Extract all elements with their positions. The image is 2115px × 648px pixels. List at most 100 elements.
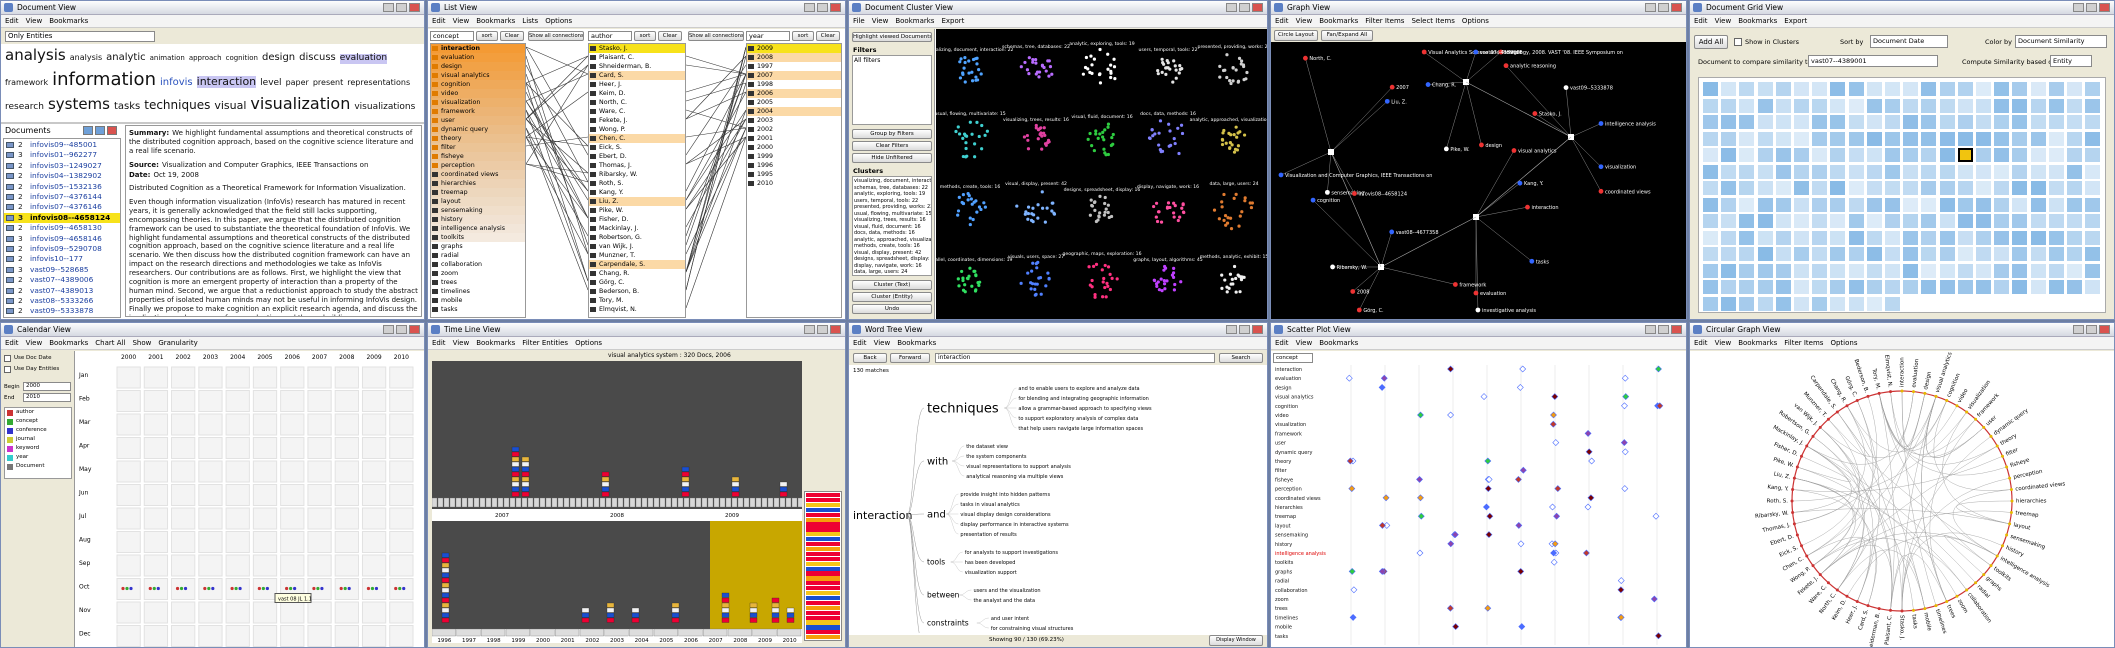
document-cell[interactable] — [1866, 247, 1882, 261]
document-cell[interactable] — [1703, 230, 1718, 245]
document-cell[interactable] — [1848, 214, 1864, 228]
entity-row[interactable]: 2005 — [747, 98, 841, 107]
document-row[interactable]: 2 infovis07--4376144 — [4, 192, 120, 202]
menu-item[interactable]: Bookmarks — [476, 17, 516, 25]
document-cell[interactable] — [1957, 214, 1973, 228]
document-cell[interactable] — [1957, 148, 1973, 162]
entity-row[interactable]: Tory, M. — [589, 296, 685, 305]
document-cell[interactable] — [1794, 296, 1809, 311]
menu-item[interactable]: Edit — [5, 17, 19, 25]
document-cell[interactable] — [1848, 296, 1864, 311]
document-cell[interactable] — [1939, 263, 1955, 278]
menu-item[interactable]: View — [873, 339, 891, 347]
document-cell[interactable] — [2012, 131, 2028, 146]
document-cell[interactable] — [1830, 115, 1846, 129]
document-cell[interactable] — [2085, 115, 2101, 129]
document-cell[interactable] — [1921, 82, 1937, 96]
document-cell[interactable] — [2067, 280, 2082, 294]
entity-row[interactable]: Bederson, B. — [589, 287, 685, 296]
document-cell[interactable] — [1848, 115, 1864, 129]
document-cell[interactable] — [1885, 214, 1900, 228]
document-cell[interactable] — [2012, 280, 2028, 294]
entity-row[interactable]: toolkits — [431, 233, 525, 242]
document-cell[interactable] — [1903, 230, 1919, 245]
cloud-word[interactable]: visualization — [250, 94, 351, 114]
menu-item[interactable]: Bookmarks — [1319, 339, 1359, 347]
document-cell[interactable] — [1830, 98, 1846, 113]
document-cell[interactable] — [1757, 296, 1773, 311]
document-cell[interactable] — [1921, 197, 1937, 212]
document-cell[interactable] — [1885, 131, 1900, 146]
document-cell[interactable] — [1939, 247, 1955, 261]
menu-item[interactable]: View — [1714, 17, 1732, 25]
document-cell[interactable] — [1812, 115, 1828, 129]
menu-item[interactable]: Options — [575, 339, 603, 347]
document-cell[interactable] — [1976, 164, 1991, 179]
document-cell[interactable] — [2048, 197, 2064, 212]
entity-row[interactable]: dynamic query — [431, 125, 525, 134]
entity-row[interactable]: Thomas, J. — [589, 161, 685, 170]
entity-row[interactable]: 2007 — [747, 71, 841, 80]
window-button[interactable] — [383, 325, 394, 334]
entity-row[interactable]: timelines — [431, 287, 525, 296]
document-cell[interactable] — [1976, 131, 1991, 146]
document-cell[interactable] — [2048, 280, 2064, 294]
window-button[interactable] — [1226, 3, 1237, 12]
cloud-word[interactable]: tasks — [113, 101, 141, 113]
cluster-item[interactable]: display, navigate, work: 16 — [854, 262, 922, 269]
document-cell[interactable] — [1812, 247, 1828, 261]
document-cell[interactable] — [2048, 164, 2064, 179]
document-cell[interactable] — [2030, 214, 2046, 228]
document-cell[interactable] — [1921, 214, 1937, 228]
button[interactable]: Hide Unfiltered — [852, 153, 932, 163]
document-cell[interactable] — [1775, 214, 1791, 228]
document-cell[interactable] — [1830, 164, 1846, 179]
document-cell[interactable] — [1921, 131, 1937, 146]
document-cell[interactable] — [1703, 164, 1718, 179]
document-cell[interactable] — [1739, 98, 1755, 113]
button[interactable]: Cluster (Entity) — [852, 292, 932, 302]
document-cell[interactable] — [1957, 280, 1973, 294]
cloud-word[interactable]: evaluation — [339, 53, 388, 64]
document-cell[interactable] — [2085, 214, 2101, 228]
entity-row[interactable]: visualization — [431, 98, 525, 107]
window-button[interactable] — [1645, 325, 1656, 334]
button[interactable]: Show all connections — [528, 31, 584, 41]
document-cell[interactable] — [1848, 82, 1864, 96]
document-cell[interactable] — [1885, 148, 1900, 162]
document-cell[interactable] — [1830, 197, 1846, 212]
document-cell[interactable] — [1812, 131, 1828, 146]
document-cell[interactable] — [1757, 98, 1773, 113]
document-cell[interactable] — [1903, 263, 1919, 278]
document-cell[interactable] — [1939, 230, 1955, 245]
document-cell[interactable] — [1848, 98, 1864, 113]
window-button[interactable] — [1252, 3, 1263, 12]
document-cell[interactable] — [2067, 148, 2082, 162]
document-cell[interactable] — [1812, 181, 1828, 195]
entity-row[interactable]: Plaisant, C. — [589, 53, 685, 62]
document-cell[interactable] — [1721, 148, 1737, 162]
menu-item[interactable]: Options — [545, 17, 573, 25]
document-cell[interactable] — [1866, 197, 1882, 212]
document-cell[interactable] — [1721, 263, 1737, 278]
entity-row[interactable]: radial — [431, 251, 525, 260]
cloud-word[interactable]: framework — [5, 77, 49, 87]
entity-row[interactable]: Carpendale, S. — [589, 260, 685, 269]
cloud-word[interactable]: interaction — [196, 74, 257, 88]
cloud-word[interactable]: discuss — [299, 52, 336, 63]
entity-row[interactable]: Chen, C. — [589, 134, 685, 143]
document-cell[interactable] — [1921, 247, 1937, 261]
document-cell[interactable] — [1830, 148, 1846, 162]
document-row[interactable]: 2 infovis04--1382902 — [4, 171, 120, 181]
window-button[interactable] — [2073, 3, 2084, 12]
document-cell[interactable] — [2030, 164, 2046, 179]
document-cell[interactable] — [1939, 280, 1955, 294]
entity-row[interactable]: Elmqvist, N. — [589, 305, 685, 314]
document-cell[interactable] — [2012, 148, 2028, 162]
document-cell[interactable] — [1757, 247, 1773, 261]
document-cell[interactable] — [1739, 230, 1755, 245]
cluster-item[interactable]: parallel, coordinates, dimensions: 19 — [854, 276, 930, 277]
document-cell[interactable] — [1994, 263, 2010, 278]
entity-row[interactable]: Keim, D. — [589, 89, 685, 98]
document-cell[interactable] — [1994, 98, 2010, 113]
